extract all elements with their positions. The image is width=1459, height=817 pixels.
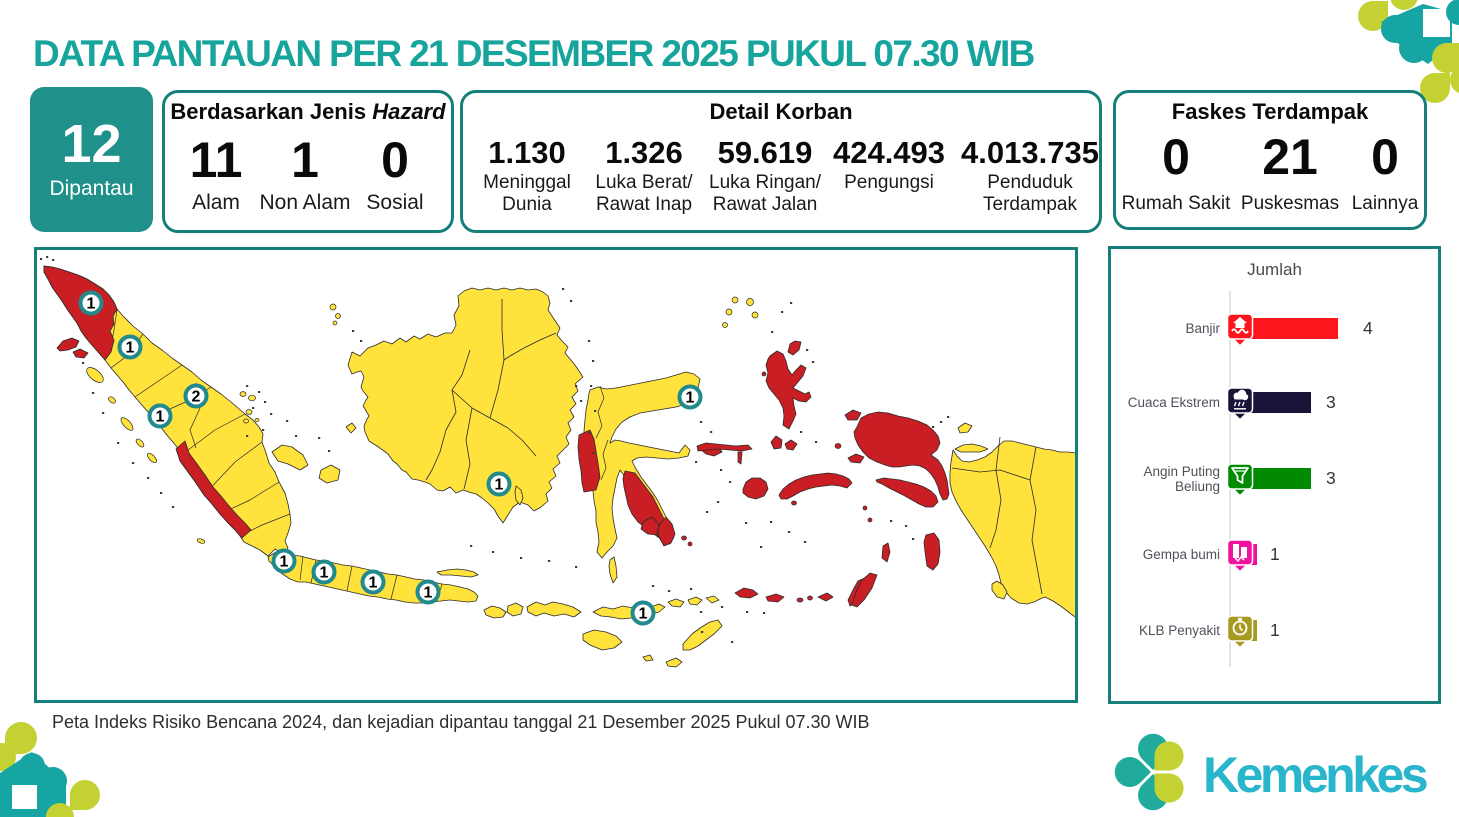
- svg-text:1: 1: [495, 477, 504, 494]
- svg-text:1: 1: [87, 296, 96, 313]
- svg-text:1: 1: [320, 565, 329, 582]
- svg-text:1: 1: [686, 390, 695, 407]
- svg-text:2: 2: [192, 389, 201, 406]
- svg-text:1: 1: [424, 585, 433, 602]
- svg-text:1: 1: [369, 575, 378, 592]
- svg-text:1: 1: [126, 340, 135, 357]
- svg-text:1: 1: [280, 554, 289, 571]
- svg-text:1: 1: [1270, 544, 1280, 564]
- svg-text:3: 3: [1326, 468, 1336, 488]
- svg-text:4: 4: [1363, 318, 1373, 338]
- svg-text:1: 1: [639, 606, 648, 623]
- svg-text:1: 1: [1270, 620, 1280, 640]
- svg-text:1: 1: [156, 409, 165, 426]
- svg-text:3: 3: [1326, 392, 1336, 412]
